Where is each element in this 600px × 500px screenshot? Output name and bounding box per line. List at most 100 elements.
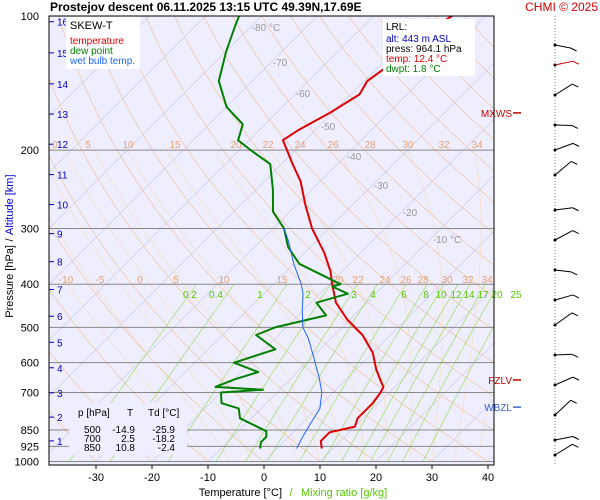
isotherm-line [487, 454, 494, 462]
table-box [69, 403, 187, 455]
isotherm-label: -80 °C [252, 23, 280, 34]
dry-adiabat-label: 0 [137, 275, 143, 286]
dry-adiabat [493, 16, 494, 18]
wind-barb [553, 436, 580, 442]
lrl-box [383, 19, 475, 76]
isotherm-label: -60 [296, 89, 311, 100]
x-tick-label: -20 [144, 472, 160, 484]
altitude-tick-label: 5 [57, 338, 63, 349]
altitude-tick-label: 11 [57, 171, 68, 182]
isotherm-label: -30 [374, 181, 389, 192]
dry-adiabat-label: 34 [471, 140, 483, 151]
isotherm-line [319, 286, 494, 462]
mixing-ratio-label: 14 [463, 290, 475, 301]
table-cell: -25.9 [152, 425, 175, 436]
legend-item: dew point [70, 46, 113, 57]
dry-adiabat [290, 16, 494, 234]
altitude-tick-label: 4 [57, 364, 63, 375]
mixing-ratio-label: 2 [305, 290, 311, 301]
legend-title: SKEW-T [70, 20, 113, 32]
table-header: Td [°C] [148, 408, 179, 419]
level-table: p [hPa] T Td [°C] 500 -14.9 -25.9 700 2.… [69, 403, 187, 455]
y-axis-label: Pressure [hPa] [4, 245, 16, 318]
altitude-tick-label: 10 [57, 201, 69, 212]
level-label: MXWS [481, 109, 512, 120]
wind-barb [553, 399, 577, 417]
altitude-tick-label: 16 [57, 18, 69, 29]
credit-text: CHMI © 2025 [525, 0, 598, 14]
mixing-ratio-label: 0.4 [209, 290, 223, 301]
y-tick-label: 300 [21, 224, 39, 236]
dry-adiabat-label: 30 [441, 275, 453, 286]
table-header: p [hPa] [78, 408, 110, 419]
dry-adiabat [522, 16, 600, 462]
altitude-tick-label: 12 [57, 140, 69, 151]
mixing-ratio-label: 3 [351, 290, 357, 301]
legend-box [66, 17, 140, 69]
x-tick-label: 40 [482, 472, 494, 484]
mixing-ratio-label: 1 [257, 290, 263, 301]
y-tick-label: 200 [21, 145, 39, 157]
y-tick-label: 400 [21, 279, 39, 291]
y-axis-label-2: Altitude [km] [4, 174, 16, 235]
wind-barb [553, 312, 579, 327]
dry-adiabat-label: 28 [417, 275, 429, 286]
y-tick-label: 500 [21, 322, 39, 334]
dry-adiabat-label: 22 [262, 140, 274, 151]
dry-adiabat [551, 16, 600, 462]
dry-adiabat-label: -5 [96, 275, 105, 286]
y-tick-label: 600 [21, 358, 39, 370]
altitude-tick-label: 9 [57, 230, 63, 241]
table-cell: -2.4 [158, 443, 176, 454]
mixing-ratio-label: 0.2 [183, 290, 197, 301]
lrl-line: press: 964.1 hPa [386, 44, 462, 55]
table-cell: -18.2 [152, 434, 175, 445]
x-axis-label: Temperature [°C] [199, 487, 282, 499]
dry-adiabat-label: 10 [218, 275, 230, 286]
y-axis-title: Pressure [hPa] / Altitude [km] [4, 174, 16, 317]
wind-barb [553, 160, 578, 177]
dry-adiabat [232, 16, 494, 298]
altitude-tick-label: 15 [57, 49, 69, 60]
y-tick-label: 925 [21, 441, 39, 453]
dry-adiabat-label: 0 [52, 140, 58, 151]
dry-adiabat-label: 5 [85, 140, 91, 151]
isotherm-line [95, 62, 494, 462]
wind-barb [553, 230, 579, 242]
y-tick-label: 700 [21, 387, 39, 399]
x-axis-label-2: Mixing ratio [g/kg] [301, 487, 387, 499]
altitude-tick-label: 6 [57, 312, 63, 323]
series-line-dew-point [214, 16, 349, 449]
dry-adiabat-label: 15 [169, 140, 181, 151]
lrl-line: alt: 443 m ASL [386, 34, 451, 45]
table-cell: 10.8 [116, 443, 136, 454]
x-tick-label: 0 [261, 472, 267, 484]
dry-adiabat-label: 26 [400, 275, 412, 286]
mixing-ratio-label: 12 [450, 290, 462, 301]
altitude-tick-label: 7 [57, 285, 63, 296]
lrl-line: temp: 12.4 °C [386, 54, 447, 65]
wind-barb [553, 142, 580, 152]
table-cell: 700 [84, 434, 101, 445]
dry-adiabat-label: 30 [402, 140, 414, 151]
mixing-ratio-label: 10 [435, 290, 447, 301]
wind-barbs [553, 16, 580, 465]
isotherm-line [49, 16, 206, 174]
dry-adiabat-label: 32 [438, 140, 450, 151]
lrl-line: dwpt: 1.8 °C [386, 64, 441, 75]
series-line-wet-bulb-temp- [283, 228, 323, 449]
mixing-ratio-label: 6 [401, 290, 407, 301]
altitude-tick-label: 1 [57, 437, 63, 448]
dry-adiabat-label: 26 [327, 140, 339, 151]
dry-adiabat-label: 24 [294, 140, 306, 151]
table-cell: -14.9 [112, 425, 135, 436]
altitude-tick-label: 8 [57, 258, 63, 269]
y-tick-label: 1000 [15, 457, 39, 469]
chart-title: Prostejov descent 06.11.2025 13:15 UTC 4… [50, 0, 362, 14]
mixing-ratio-label: 8 [423, 290, 429, 301]
dry-adiabat [319, 16, 494, 203]
altitude-tick-label: 14 [57, 80, 69, 91]
wind-barb [553, 123, 579, 129]
x-axis-title: Temperature [°C] / Mixing ratio [g/kg] [199, 487, 387, 499]
dry-adiabat-label: 10 [122, 140, 134, 151]
